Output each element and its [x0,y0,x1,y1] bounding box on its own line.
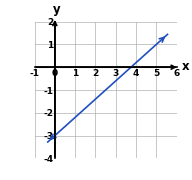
Text: y: y [53,3,61,16]
Text: x: x [182,60,189,73]
